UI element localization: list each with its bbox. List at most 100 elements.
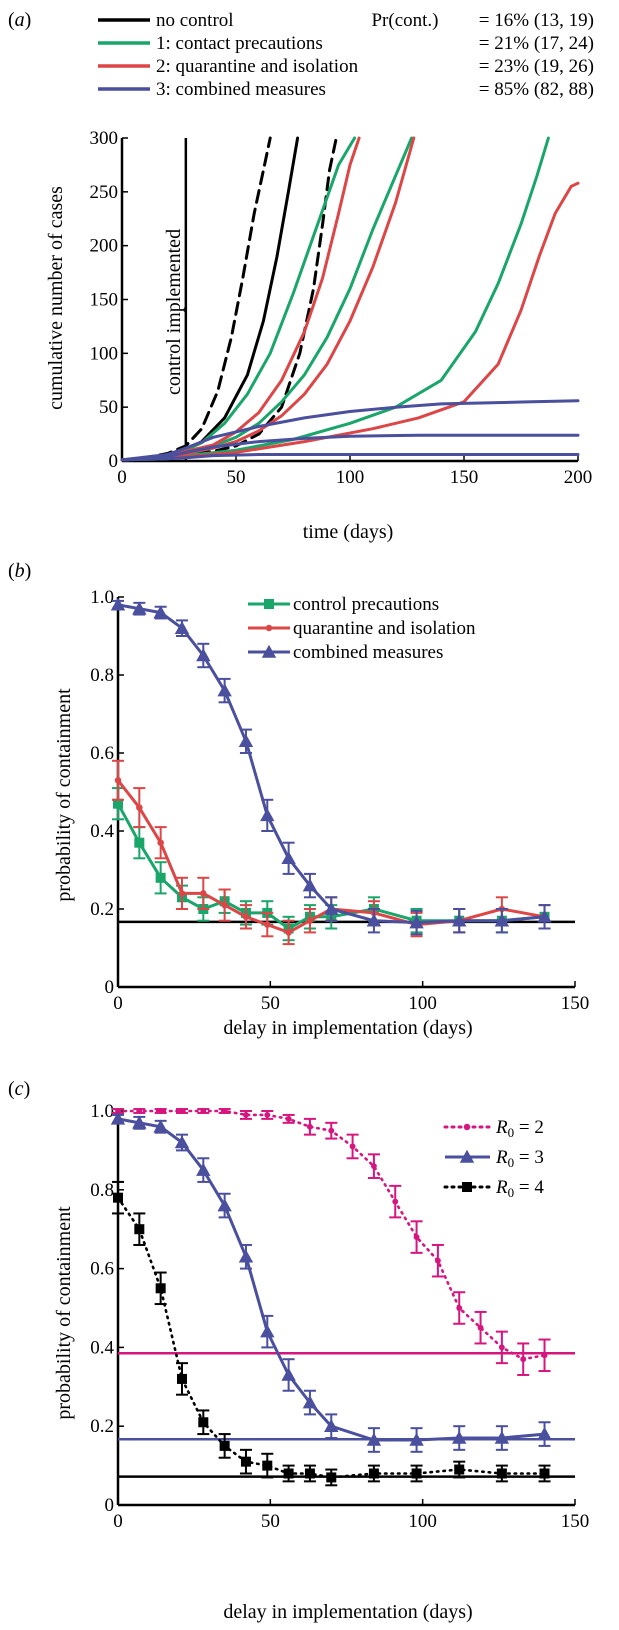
panel-c-ytick-label: 0 [105,1495,115,1516]
panel-c-point [243,1112,249,1118]
panel-c-series-1-line [117,1117,545,1442]
panel-b-point [494,913,510,927]
panel-c-xlabel: delay in implementation (days) [223,1601,472,1623]
panel-b-ytick-label: 0.8 [90,665,114,686]
panel-c-point [411,1468,422,1479]
panel-b-point [238,734,254,748]
legend-pr-2: = 23% (19, 26) [479,56,594,77]
panel-c-point [456,1305,463,1311]
legend-c-r: R [495,1117,508,1138]
panel-b-point [157,839,164,846]
legend-pr-0: = 16% (13, 19) [479,10,594,31]
panel-c-point [302,1395,318,1409]
legend-c-r: R [495,1177,508,1198]
panel-b-xtick-label: 150 [561,993,590,1014]
panel-c-point [498,1344,505,1351]
panel-a-plot: 0 50 100 150 200 0 50 100 150 200 250 300 [90,128,593,488]
panel-c-point [198,1417,209,1428]
panel-c-point [477,1324,484,1331]
legend-b-label-2: combined measures [293,642,443,663]
panel-b-point [366,913,382,927]
panel-a-xtick-label: 50 [227,467,246,488]
legend-c-marker-1 [459,1149,475,1163]
panel-c-ytick-label: 0.6 [90,1259,114,1280]
panel-b-point [221,901,228,909]
panel-c-point [370,1163,377,1170]
panel-c-legend: R0 = 2 R0 = 3 R0 = 4 [443,1117,544,1200]
panel-c-point [110,1111,126,1125]
panel-c-point [281,1367,296,1381]
panel-b-point [134,837,145,848]
panel-c-point [328,1127,335,1134]
panel-a-series-9 [120,399,580,462]
panel-c-ytick-label: 0.4 [90,1337,114,1358]
panel-c-point [283,1468,294,1479]
panel-c-point [219,1440,230,1451]
panel-b-point [260,808,275,822]
panel-c-point [304,1468,315,1479]
legend-c-r: R [495,1147,508,1168]
panel-c-point [452,1430,467,1444]
panel-c-ytick-label: 0.2 [90,1416,114,1437]
legend-b-marker-0 [264,599,274,609]
panel-a-xtick-label: 150 [450,467,479,488]
panel-c-point [200,1108,207,1114]
panel-c-point [176,1373,187,1384]
panel-a-legend: Pr(cont.) no control = 16% (13, 19) 1: cont… [98,10,594,100]
legend-c-label-0: R0 = 2 [495,1117,544,1140]
legend-c-value: = 2 [514,1117,544,1138]
panel-c-point [494,1430,510,1444]
panel-c-point [285,1115,292,1122]
panel-letter: a [15,9,25,31]
panel-c-ylabel: probability of containment [53,1206,75,1420]
panel-a-xlabel: time (days) [303,521,394,543]
legend-label-3: 3: combined measures [156,79,326,100]
legend-c-value: = 4 [514,1177,544,1198]
panel-b-ytick-label: 0.6 [90,743,114,764]
legend-c-label-2: R0 = 4 [495,1177,544,1200]
panel-b-point [409,915,424,929]
legend-header-pr: Pr(cont.) [371,10,438,31]
paren-close: ) [25,9,32,31]
panel-c-point [520,1356,527,1363]
panel-b-xlabel: delay in implementation (days) [223,1017,472,1039]
panel-c-point [153,1119,168,1133]
panel-a-ytick-label: 50 [99,397,118,418]
paren-open: ( [8,560,15,582]
panel-c-point [174,1135,190,1149]
panel-c-point [366,1432,382,1446]
panel-b-xtick-label: 100 [408,993,437,1014]
panel-a-ylabel: cumulative number of cases [45,186,67,410]
panel-b-ytick-label: 0.2 [90,899,114,920]
panel-c-point [434,1257,441,1264]
panel-c-plot: 0 50 100 150 0 0.2 0.4 0.6 0.8 1.0 [90,1101,589,1532]
paren-open: ( [8,1078,15,1100]
panel-b-point [196,648,211,662]
panel-a-ytick-label: 200 [90,236,119,257]
panel-a-series-11 [120,453,580,462]
legend-b-marker-1 [265,624,273,632]
panel-b-point [285,929,292,936]
panel-b-label: (b) [8,560,31,582]
panel-c-point [260,1324,275,1338]
legend-b-label-1: quarantine and isolation [293,618,476,639]
panel-c-point [409,1432,424,1446]
panel-b-point [200,890,207,897]
panel-b-point [136,804,143,811]
panel-b-point [110,597,126,611]
panel-a-xtick-label: 0 [117,467,127,488]
panel-c-point [307,1123,313,1130]
panel-c-point [537,1426,552,1440]
panel-b-ytick-label: 0 [105,977,115,998]
panel-c-point [136,1108,143,1114]
panel-b-point [302,878,318,892]
panel-letter: c [15,1078,24,1100]
panel-a-ytick-label: 300 [90,128,119,149]
panel-a-series-3 [120,136,357,462]
paren-close: ) [24,1078,31,1100]
panel-b-point [306,917,314,924]
legend-c-label-1: R0 = 3 [495,1147,544,1170]
panel-b: (b) 0 50 100 150 0 0.2 0.4 0.6 0.8 1.0 control pr… [8,560,589,1039]
panel-c-xtick-label: 100 [408,1511,437,1532]
